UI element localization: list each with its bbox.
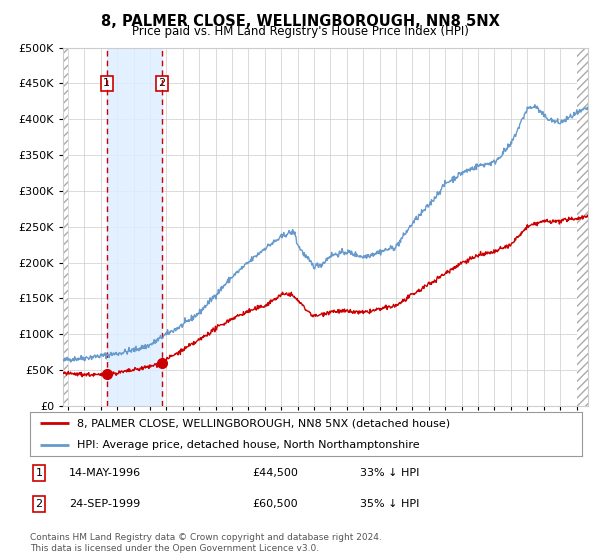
Text: 14-MAY-1996: 14-MAY-1996 <box>69 468 141 478</box>
Text: Contains HM Land Registry data © Crown copyright and database right 2024.
This d: Contains HM Land Registry data © Crown c… <box>30 533 382 553</box>
Text: 1: 1 <box>103 78 110 88</box>
Text: 2: 2 <box>35 499 43 509</box>
Text: 8, PALMER CLOSE, WELLINGBOROUGH, NN8 5NX: 8, PALMER CLOSE, WELLINGBOROUGH, NN8 5NX <box>101 14 499 29</box>
Bar <box>63 48 68 406</box>
Text: 8, PALMER CLOSE, WELLINGBOROUGH, NN8 5NX (detached house): 8, PALMER CLOSE, WELLINGBOROUGH, NN8 5NX… <box>77 418 450 428</box>
Text: 35% ↓ HPI: 35% ↓ HPI <box>360 499 419 509</box>
Text: Price paid vs. HM Land Registry's House Price Index (HPI): Price paid vs. HM Land Registry's House … <box>131 25 469 38</box>
Text: 33% ↓ HPI: 33% ↓ HPI <box>360 468 419 478</box>
Text: 2: 2 <box>158 78 166 88</box>
Bar <box>577 48 588 406</box>
Text: HPI: Average price, detached house, North Northamptonshire: HPI: Average price, detached house, Nort… <box>77 440 419 450</box>
Text: £44,500: £44,500 <box>252 468 298 478</box>
Text: 24-SEP-1999: 24-SEP-1999 <box>69 499 140 509</box>
Text: £60,500: £60,500 <box>252 499 298 509</box>
Bar <box>107 48 162 406</box>
Text: 1: 1 <box>35 468 43 478</box>
